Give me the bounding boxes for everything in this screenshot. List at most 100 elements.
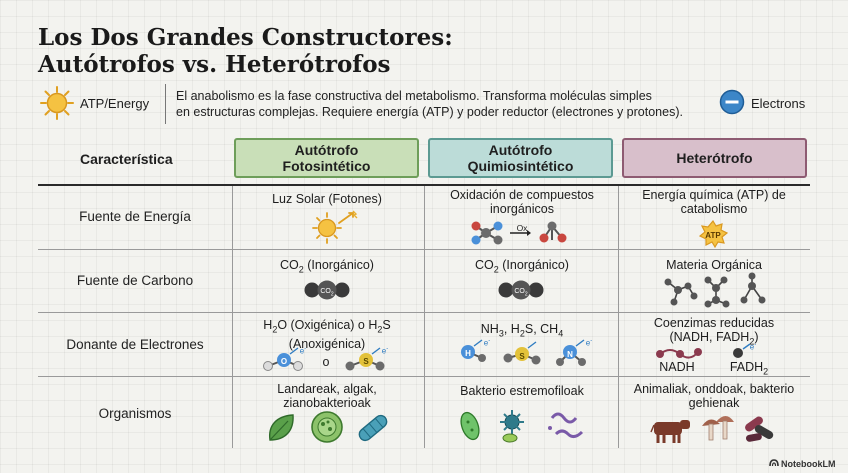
atom-h-label: H xyxy=(465,349,471,358)
row-label-organisms: Organismos xyxy=(98,406,172,421)
co2-molecule-label-sub: 2 xyxy=(330,291,334,298)
title-line-1: Los Dos Grandes Constructores: xyxy=(38,24,453,51)
electrons-legend-label: Electrons xyxy=(751,96,806,111)
donor-chemosynthetic-h2s-b: S, CH xyxy=(524,322,559,336)
table-header-divider xyxy=(38,184,810,186)
organisms-heterotroph: Animaliak, onddoak, bakterio gehienak xyxy=(620,382,808,410)
extremophile-bacteria-icon xyxy=(460,410,584,443)
electron-mark-1: e- xyxy=(296,342,310,359)
electron-icon xyxy=(719,89,745,115)
nitrogen-molecule-icon xyxy=(556,339,586,366)
donor-chemosynthetic-h2s-a: , H xyxy=(503,322,520,336)
donor-photosynthetic-sub1: 2 xyxy=(272,324,278,335)
column-header-photosynthetic-line1: Autótrofo xyxy=(294,142,359,158)
electron-mark-1-e: e xyxy=(299,346,305,356)
donor-heterotroph-line1: Coenzimas reducidas xyxy=(653,316,775,330)
column-divider-3 xyxy=(618,186,619,448)
intro-line-1: El anabolismo es la fase constructiva de… xyxy=(176,89,652,103)
fadh2-label-sub: 2 xyxy=(763,366,769,377)
row-label-donor: Donante de Electrones xyxy=(66,337,204,352)
fadh2-molecule-icon xyxy=(733,343,751,358)
energy-heterotroph-line2: catabolismo xyxy=(680,202,748,216)
donor-photosynthetic-sub2: 2 xyxy=(377,324,383,335)
electron-mark-3: e- xyxy=(480,334,494,351)
electron-mark-4: e- xyxy=(582,334,596,351)
donor-photosynthetic-line2: (Anoxigénica) xyxy=(288,336,366,351)
co2-molecule-label-2-sub: 2 xyxy=(524,291,528,298)
atp-badge-icon xyxy=(698,219,729,249)
water-molecule-icon xyxy=(263,347,303,371)
page-title: Los Dos Grandes Constructores: Autótrofo… xyxy=(38,24,453,78)
donor-photosynthetic-mid: O (Oxigénica) o H xyxy=(277,318,378,332)
mushroom-icon xyxy=(702,416,734,441)
donor-photosynthetic-s: S xyxy=(382,318,391,332)
donor-chemosynthetic-sub2: 2 xyxy=(519,328,525,339)
column-header-heterotroph-line1: Heterótrofo xyxy=(676,150,753,166)
column-divider-1 xyxy=(232,186,233,448)
atp-legend-label: ATP/Energy xyxy=(80,96,150,111)
carbon-photosynthetic-post: (Inorgánico) xyxy=(303,258,374,272)
co2-molecule-label-2: CO2 xyxy=(498,285,544,301)
energy-chemosynthetic-line1: Oxidación de compuestos xyxy=(450,188,594,202)
donor-chemosynthetic-sub1: 3 xyxy=(498,328,504,339)
co2-molecule-label-2-co: CO xyxy=(514,288,525,295)
organisms-chemosynthetic: Bakterio estremofiloak xyxy=(460,384,584,398)
cyanobacteria-icon xyxy=(358,414,388,442)
fadh2-label: FADH2 xyxy=(726,360,772,379)
electron-mark-3-e: e xyxy=(483,338,489,348)
atom-n-label: N xyxy=(567,350,573,359)
co2-molecule-icon-2 xyxy=(498,280,544,300)
energy-heterotroph: Energía química (ATP) de catabolismo xyxy=(620,188,808,216)
intro-text: El anabolismo es la fase constructiva de… xyxy=(176,88,716,120)
donor-photosynthetic: H2O (Oxigénica) o H2S (Anoxigénica) xyxy=(234,318,420,351)
energy-photosynthetic: Luz Solar (Fotones) xyxy=(272,192,382,206)
fadh2-label-a: FADH xyxy=(729,360,764,374)
row-label-carbon: Fuente de Carbono xyxy=(76,273,194,288)
row-label-energy: Fuente de Energía xyxy=(79,209,191,224)
sulfur-molecule-icon xyxy=(503,341,541,365)
legend-divider xyxy=(165,84,166,124)
atom-s-label-2: S xyxy=(519,352,525,361)
column-header-chemosynthetic: Autótrofo Quimiosintético xyxy=(428,138,613,178)
carbon-chemosynthetic: CO2 (Inorgánico) xyxy=(426,258,618,277)
atp-badge-label: ATP xyxy=(705,231,721,240)
carbon-chemosynthetic-sub: 2 xyxy=(493,264,499,275)
electron-mark-5-sup: - xyxy=(754,342,757,348)
donor-chemosynthetic-nh: NH xyxy=(480,322,499,336)
algae-cell-icon xyxy=(311,411,343,443)
carbon-heterotroph: Materia Orgánica xyxy=(666,258,762,272)
atom-o-label: O xyxy=(280,357,288,366)
carbon-chemosynthetic-co: CO xyxy=(475,258,494,272)
carbon-chemosynthetic-post: (Inorgánico) xyxy=(498,258,569,272)
carbon-photosynthetic: CO2 (Inorgánico) xyxy=(234,258,420,277)
donor-heterotroph-line2-b: ) xyxy=(754,330,759,344)
nadh-label: NADH xyxy=(659,360,695,374)
electron-mark-4-sup: - xyxy=(590,338,593,344)
oxidation-arrow-label: Ox xyxy=(516,223,528,233)
organisms-photosynthetic-line1: Landareak, algak, xyxy=(277,382,377,396)
electron-mark-4-e: e xyxy=(585,338,591,348)
energy-heterotroph-line1: Energía química (ATP) de xyxy=(642,188,786,202)
electron-mark-1-sup: - xyxy=(304,346,307,352)
energy-chemosynthetic: Oxidación de compuestos inorgánicos xyxy=(426,188,618,216)
organic-matter-icon xyxy=(664,272,766,308)
organisms-heterotroph-line2: gehienak xyxy=(688,396,740,410)
column-header-heterotroph: Heterótrofo xyxy=(622,138,807,178)
brand-label: NotebookLM xyxy=(781,459,836,469)
sun-icon xyxy=(40,86,74,120)
organisms-photosynthetic: Landareak, algak, zianobakterioak xyxy=(234,382,420,410)
nadh-molecule-icon xyxy=(656,348,702,359)
co2-molecule-label: CO2 xyxy=(304,285,350,301)
leaf-icon xyxy=(269,414,294,441)
column-header-chemosynthetic-line2: Quimiosintético xyxy=(467,158,574,174)
energy-chemosynthetic-line2: inorgánicos xyxy=(490,202,554,216)
organisms-heterotroph-line1: Animaliak, onddoak, bakterio xyxy=(633,382,795,396)
column-header-photosynthetic-line2: Fotosintético xyxy=(282,158,371,174)
sunlight-icon xyxy=(312,210,358,244)
hydrogen-atom-icon xyxy=(461,339,486,362)
donor-chemosynthetic: NH3, H2S, CH4 xyxy=(426,322,618,341)
hydrogen-sulfide-icon xyxy=(345,347,385,371)
oxidation-molecules-icon xyxy=(471,221,567,245)
bacteria-cluster-icon xyxy=(745,416,774,442)
donor-photosynthetic-h: H xyxy=(263,318,273,332)
